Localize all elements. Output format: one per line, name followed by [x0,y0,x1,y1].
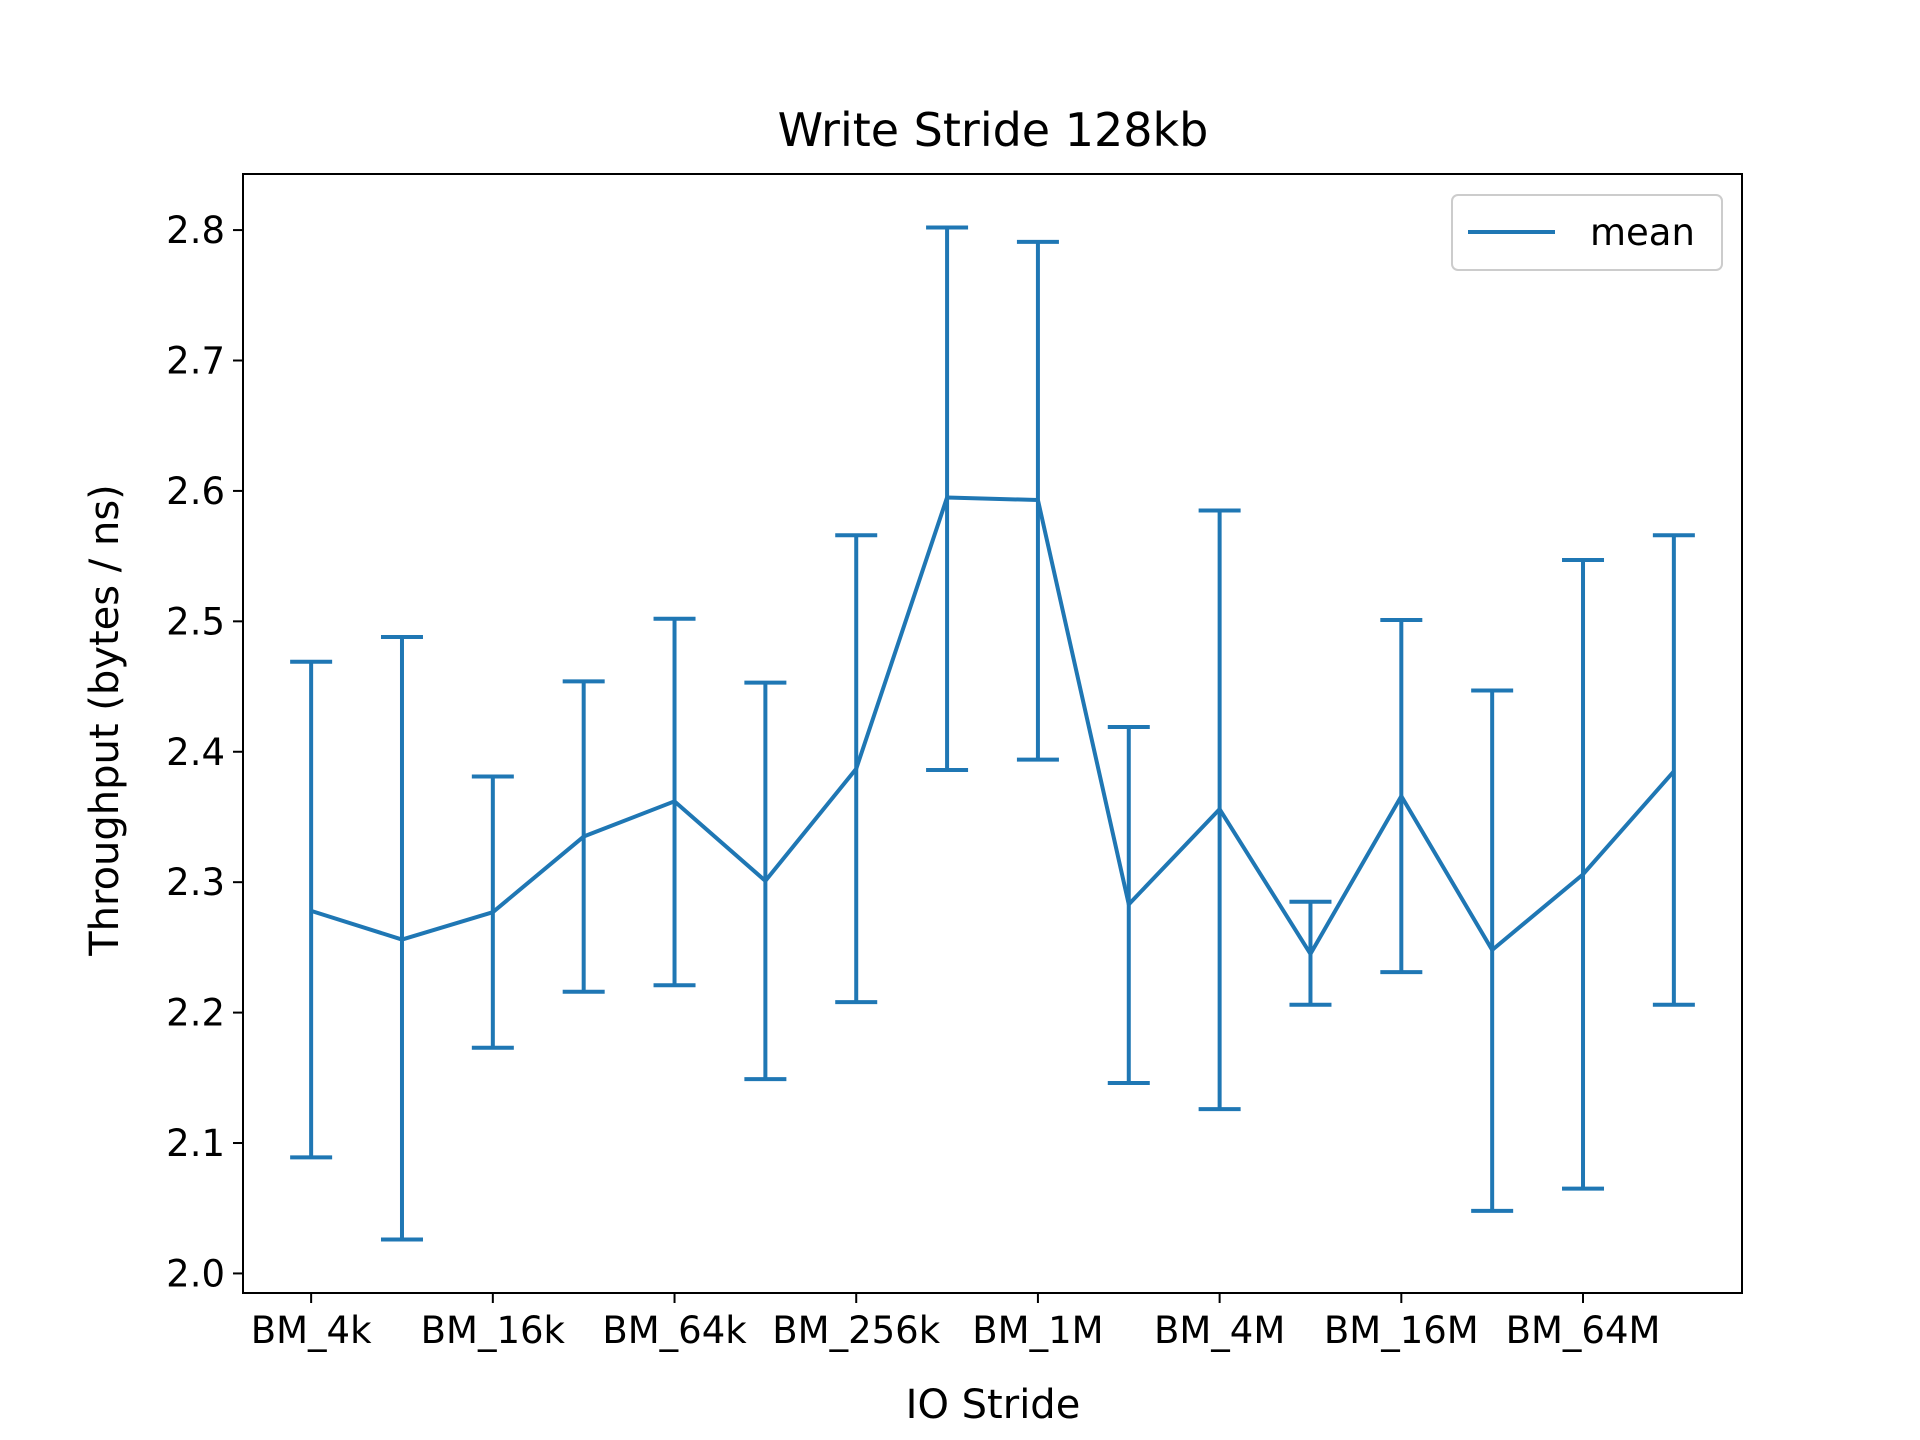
x-tick-label: BM_1M [972,1309,1103,1352]
y-tick-label: 2.8 [166,209,225,252]
y-axis-label: Throughput (bytes / ns) [82,484,128,957]
x-tick-label: BM_64k [602,1309,747,1352]
y-tick-label: 2.7 [166,340,225,383]
legend-box [1451,194,1723,271]
x-tick-label: BM_16k [421,1309,566,1352]
legend: mean [1451,194,1723,271]
y-tick-label: 2.4 [166,731,225,774]
x-tick-label: BM_4M [1154,1309,1285,1352]
y-tick-label: 2.3 [166,861,225,904]
chart-title: Write Stride 128kb [778,103,1209,157]
y-axis: 2.0 2.1 2.2 2.3 2.4 2.5 2.6 2.7 2.8 [166,209,243,1295]
x-axis-label: IO Stride [906,1382,1081,1428]
y-tick-label: 2.0 [166,1252,225,1295]
x-tick-label: BM_256k [772,1309,940,1352]
y-tick-label: 2.2 [166,992,225,1035]
x-tick-label: BM_64M [1506,1309,1661,1352]
x-axis: BM_4k BM_16k BM_64k BM_256k BM_1M BM_4M BM_16M… [251,1293,1661,1352]
y-tick-label: 2.5 [166,600,225,643]
y-tick-label: 2.1 [166,1122,225,1165]
x-tick-label: BM_16M [1324,1309,1479,1352]
x-tick-label: BM_4k [251,1309,372,1352]
plot-frame [242,173,1743,1294]
legend-entry-label: mean [1590,211,1695,254]
y-tick-label: 2.6 [166,470,225,513]
series-lines [310,495,1676,956]
series-line-mean [310,495,1676,956]
